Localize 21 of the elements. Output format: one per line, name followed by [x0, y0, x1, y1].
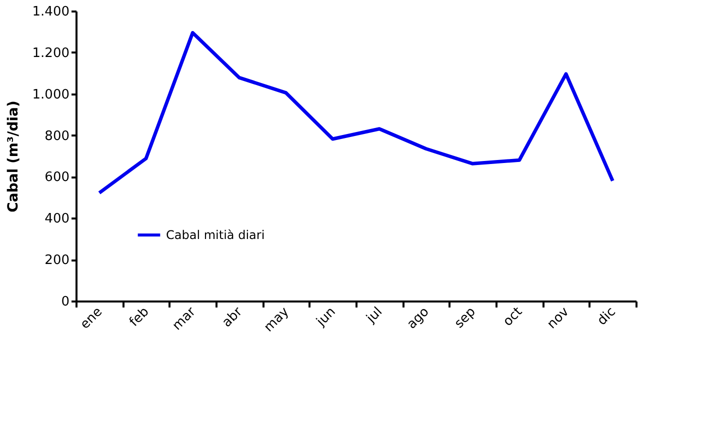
line-series	[98, 31, 614, 195]
legend-label: Cabal mitià diari	[166, 228, 265, 242]
y-axis-title: Cabal (m³/dia)	[5, 100, 22, 212]
x-tick-label: jul	[363, 304, 386, 327]
x-tick-label: oct	[500, 304, 526, 330]
y-tick-label: 600	[44, 170, 70, 186]
y-tick-label: 0	[61, 294, 70, 310]
x-tick-label: ago	[404, 304, 432, 332]
x-tick-label: sep	[452, 304, 479, 332]
y-tick-label: 1.000	[32, 87, 70, 102]
y-tick-label: 400	[44, 212, 70, 227]
x-tick-label: dic	[594, 304, 619, 329]
x-tick-label: nov	[544, 304, 572, 332]
x-tick-label: jun	[313, 304, 339, 330]
y-tick-label: 800	[44, 128, 70, 144]
x-tick-label: feb	[126, 304, 152, 330]
x-tick-label: abr	[220, 304, 246, 330]
y-tick-label: 1.400	[32, 4, 70, 20]
y-tick-label: 200	[44, 253, 70, 268]
y-tick-label: 1.200	[32, 46, 70, 61]
x-tick-label: ene	[78, 304, 106, 332]
